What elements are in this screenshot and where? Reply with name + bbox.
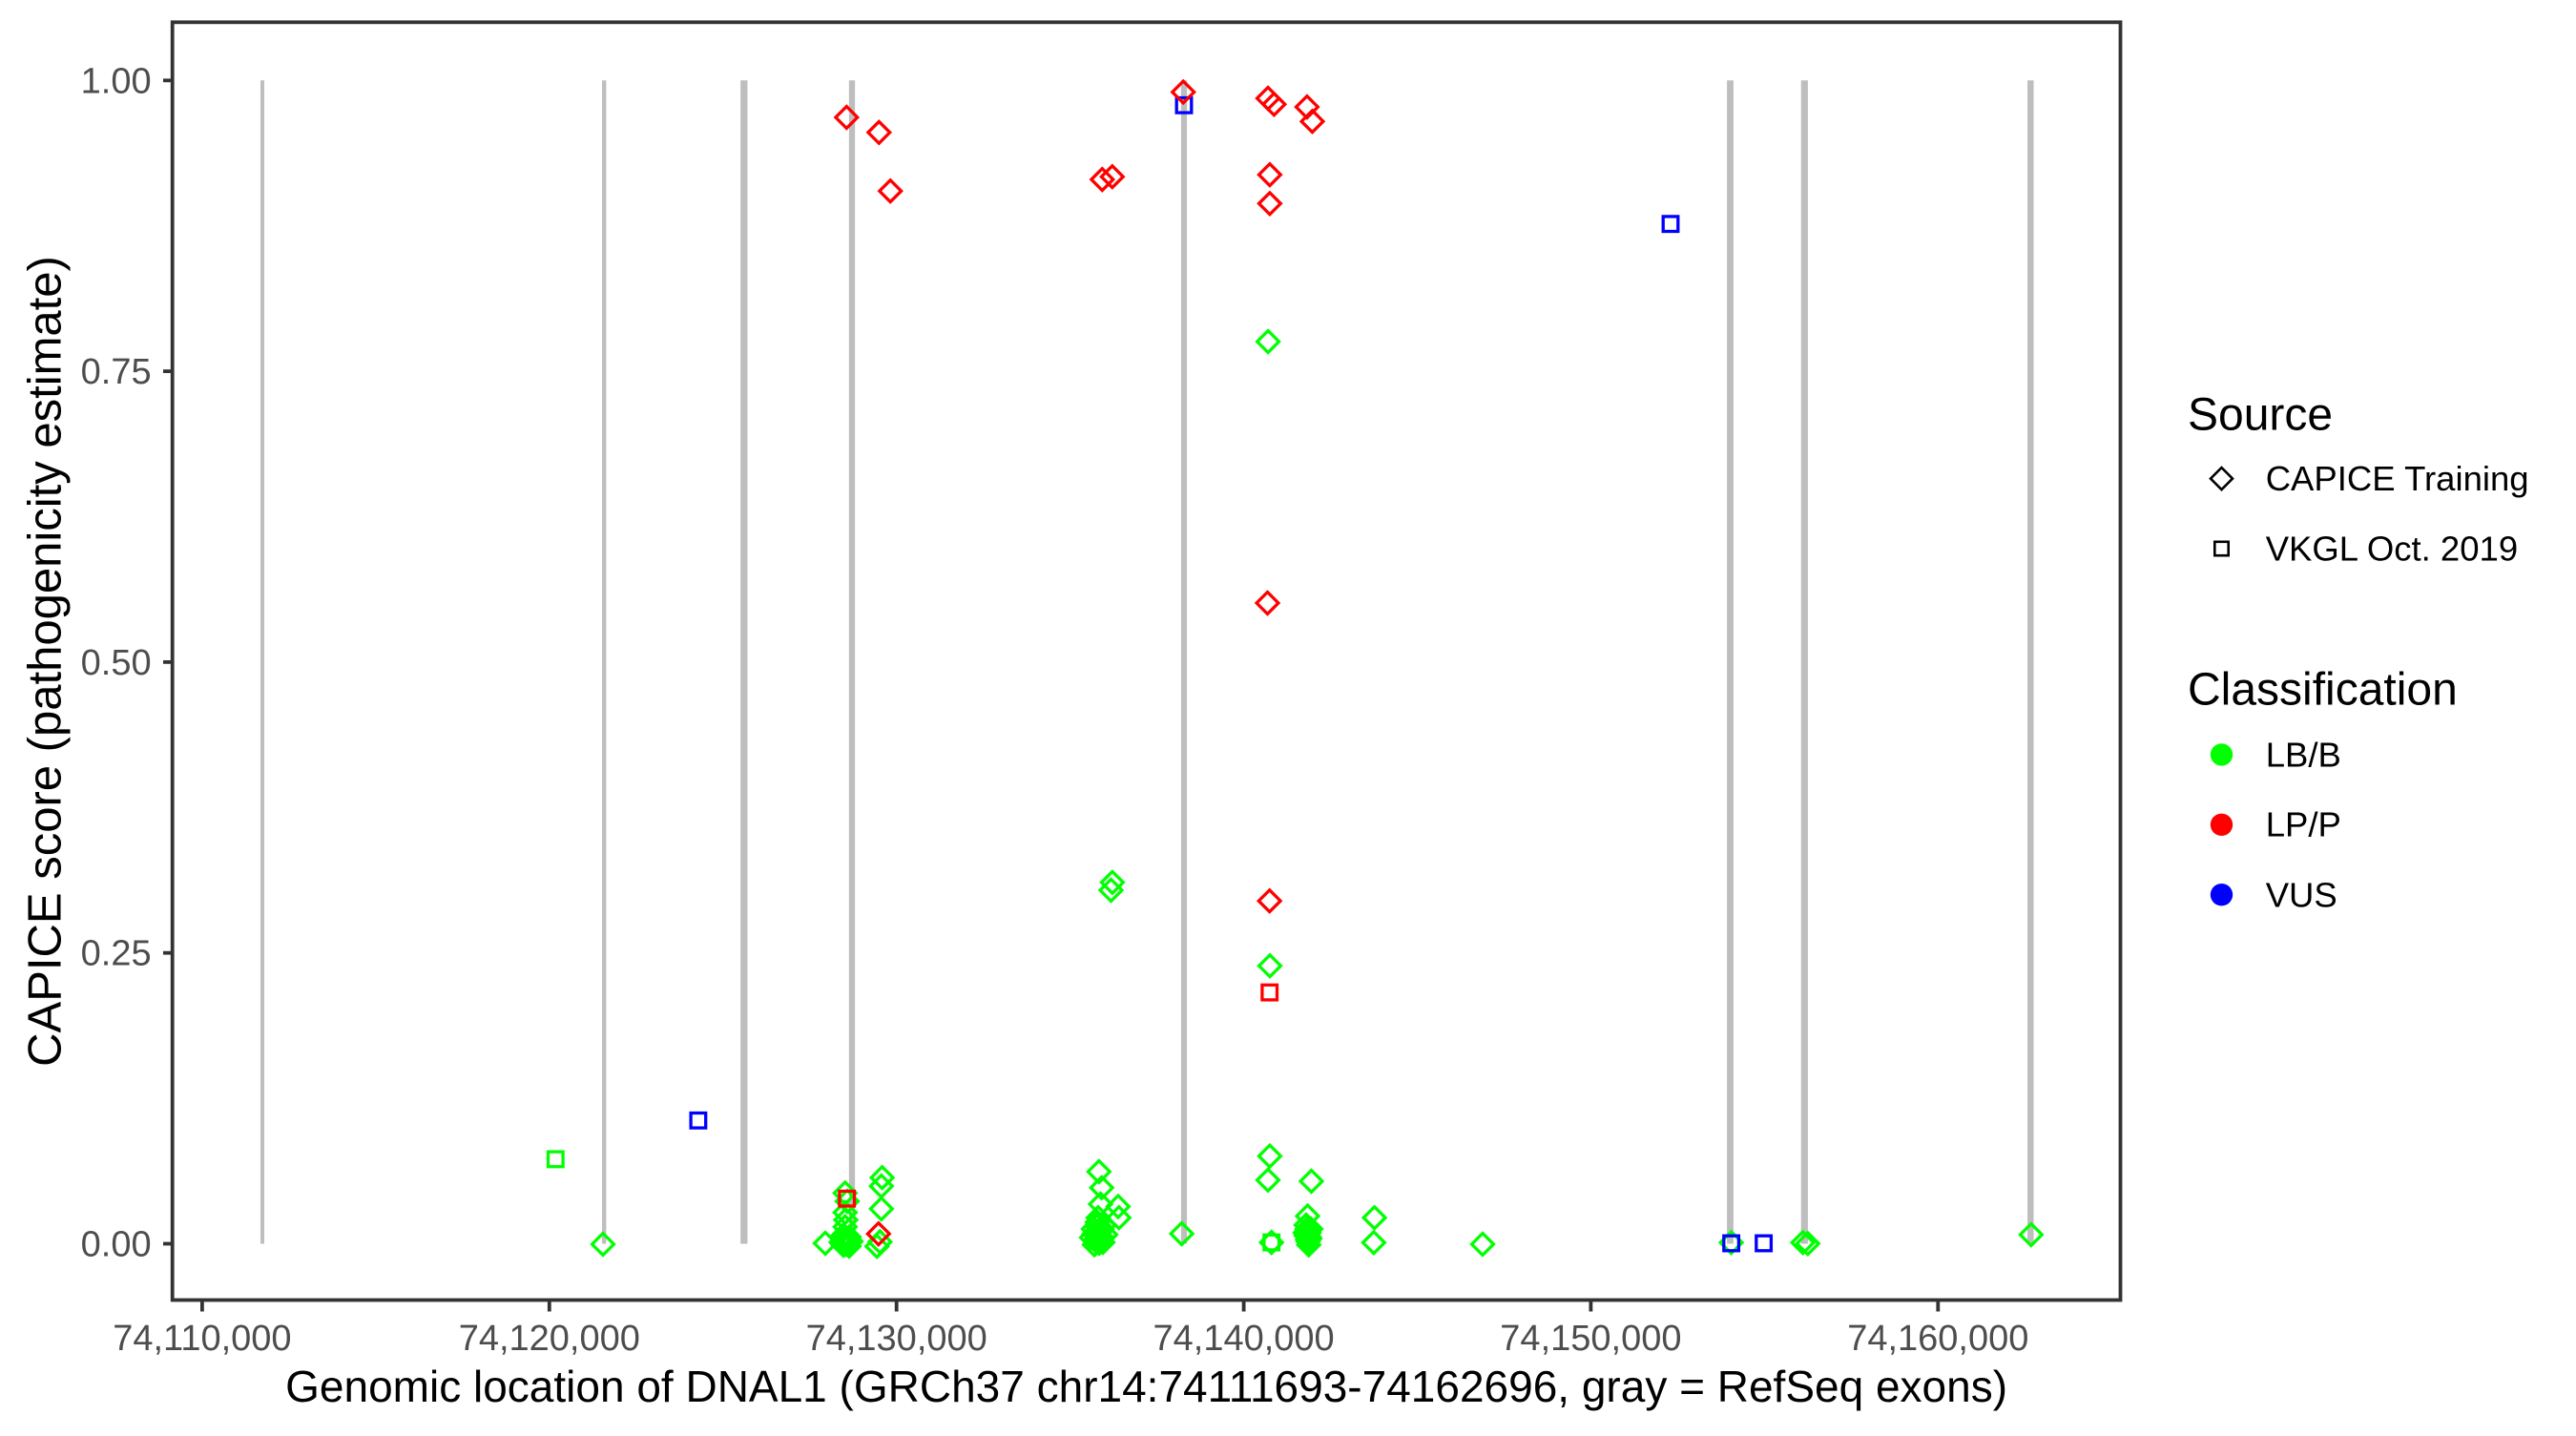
svg-text:0.00: 0.00 xyxy=(81,1225,152,1265)
svg-text:74,160,000: 74,160,000 xyxy=(1847,1319,2028,1359)
svg-text:VKGL Oct. 2019: VKGL Oct. 2019 xyxy=(2266,529,2518,568)
svg-text:CAPICE Training: CAPICE Training xyxy=(2266,459,2529,498)
svg-text:VUS: VUS xyxy=(2266,875,2337,914)
svg-text:74,120,000: 74,120,000 xyxy=(459,1319,640,1359)
svg-text:Genomic location of DNAL1 (GRC: Genomic location of DNAL1 (GRCh37 chr14:… xyxy=(285,1362,2007,1411)
svg-text:74,110,000: 74,110,000 xyxy=(113,1319,291,1359)
svg-text:CAPICE score (pathogenicity es: CAPICE score (pathogenicity estimate) xyxy=(20,256,72,1067)
svg-text:74,130,000: 74,130,000 xyxy=(806,1319,987,1359)
svg-text:LB/B: LB/B xyxy=(2266,735,2341,774)
svg-text:LP/P: LP/P xyxy=(2266,805,2341,844)
svg-text:0.50: 0.50 xyxy=(81,643,152,683)
svg-text:Classification: Classification xyxy=(2188,665,2458,716)
svg-text:0.75: 0.75 xyxy=(81,352,152,392)
svg-text:0.25: 0.25 xyxy=(81,934,152,974)
svg-text:1.00: 1.00 xyxy=(81,61,152,101)
svg-text:74,140,000: 74,140,000 xyxy=(1153,1319,1335,1359)
svg-text:74,150,000: 74,150,000 xyxy=(1500,1319,1681,1359)
svg-text:Source: Source xyxy=(2188,389,2333,440)
